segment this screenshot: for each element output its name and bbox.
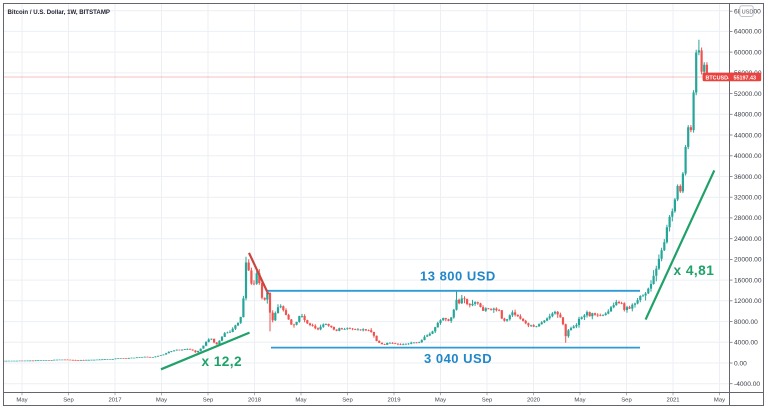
- svg-text:60000.00: 60000.00: [734, 49, 762, 56]
- svg-text:32000.00: 32000.00: [734, 195, 762, 202]
- svg-text:2021: 2021: [666, 398, 679, 404]
- svg-text:28000.00: 28000.00: [734, 215, 762, 222]
- svg-text:4000.00: 4000.00: [734, 340, 758, 347]
- svg-text:May: May: [295, 398, 306, 404]
- svg-text:16000.00: 16000.00: [734, 277, 762, 284]
- svg-text:x 12,2: x 12,2: [202, 354, 242, 369]
- svg-text:64000.00: 64000.00: [734, 29, 762, 36]
- svg-text:May: May: [714, 398, 725, 404]
- svg-text:May: May: [156, 398, 167, 404]
- svg-text:13 800 USD: 13 800 USD: [420, 269, 496, 284]
- svg-text:2018: 2018: [248, 398, 262, 404]
- svg-text:36000.00: 36000.00: [734, 174, 762, 181]
- svg-text:Sep: Sep: [621, 398, 632, 404]
- svg-text:USD: USD: [742, 9, 754, 15]
- svg-text:Sep: Sep: [342, 398, 353, 404]
- svg-text:3 040 USD: 3 040 USD: [424, 351, 492, 366]
- svg-text:2019: 2019: [387, 398, 400, 404]
- svg-text:May: May: [574, 398, 585, 404]
- svg-text:BTCUSD: BTCUSD: [706, 75, 729, 81]
- svg-text:55197.43: 55197.43: [734, 75, 756, 81]
- svg-text:Bitcoin / U.S. Dollar, 1W, BIT: Bitcoin / U.S. Dollar, 1W, BITSTAMP: [8, 9, 110, 16]
- svg-text:-4000.00: -4000.00: [734, 381, 760, 388]
- svg-text:-: -: [727, 75, 729, 81]
- svg-text:00: 00: [754, 9, 762, 16]
- svg-text:Sep: Sep: [203, 398, 214, 404]
- svg-text:52000.00: 52000.00: [734, 91, 762, 98]
- svg-text:0.00: 0.00: [734, 360, 747, 367]
- svg-text:12000.00: 12000.00: [734, 298, 762, 305]
- svg-text:44000.00: 44000.00: [734, 132, 762, 139]
- svg-text:68: 68: [734, 9, 742, 16]
- svg-text:Sep: Sep: [63, 398, 74, 404]
- svg-text:Sep: Sep: [482, 398, 493, 404]
- svg-text:2017: 2017: [108, 398, 121, 404]
- svg-text:20000.00: 20000.00: [734, 257, 762, 264]
- svg-text:x 4,81: x 4,81: [674, 263, 715, 278]
- svg-text:May: May: [435, 398, 446, 404]
- svg-text:40000.00: 40000.00: [734, 153, 762, 160]
- svg-text:24000.00: 24000.00: [734, 236, 762, 243]
- svg-text:48000.00: 48000.00: [734, 112, 762, 119]
- svg-text:2020: 2020: [527, 398, 541, 404]
- svg-text:May: May: [16, 398, 27, 404]
- svg-text:8000.00: 8000.00: [734, 319, 758, 326]
